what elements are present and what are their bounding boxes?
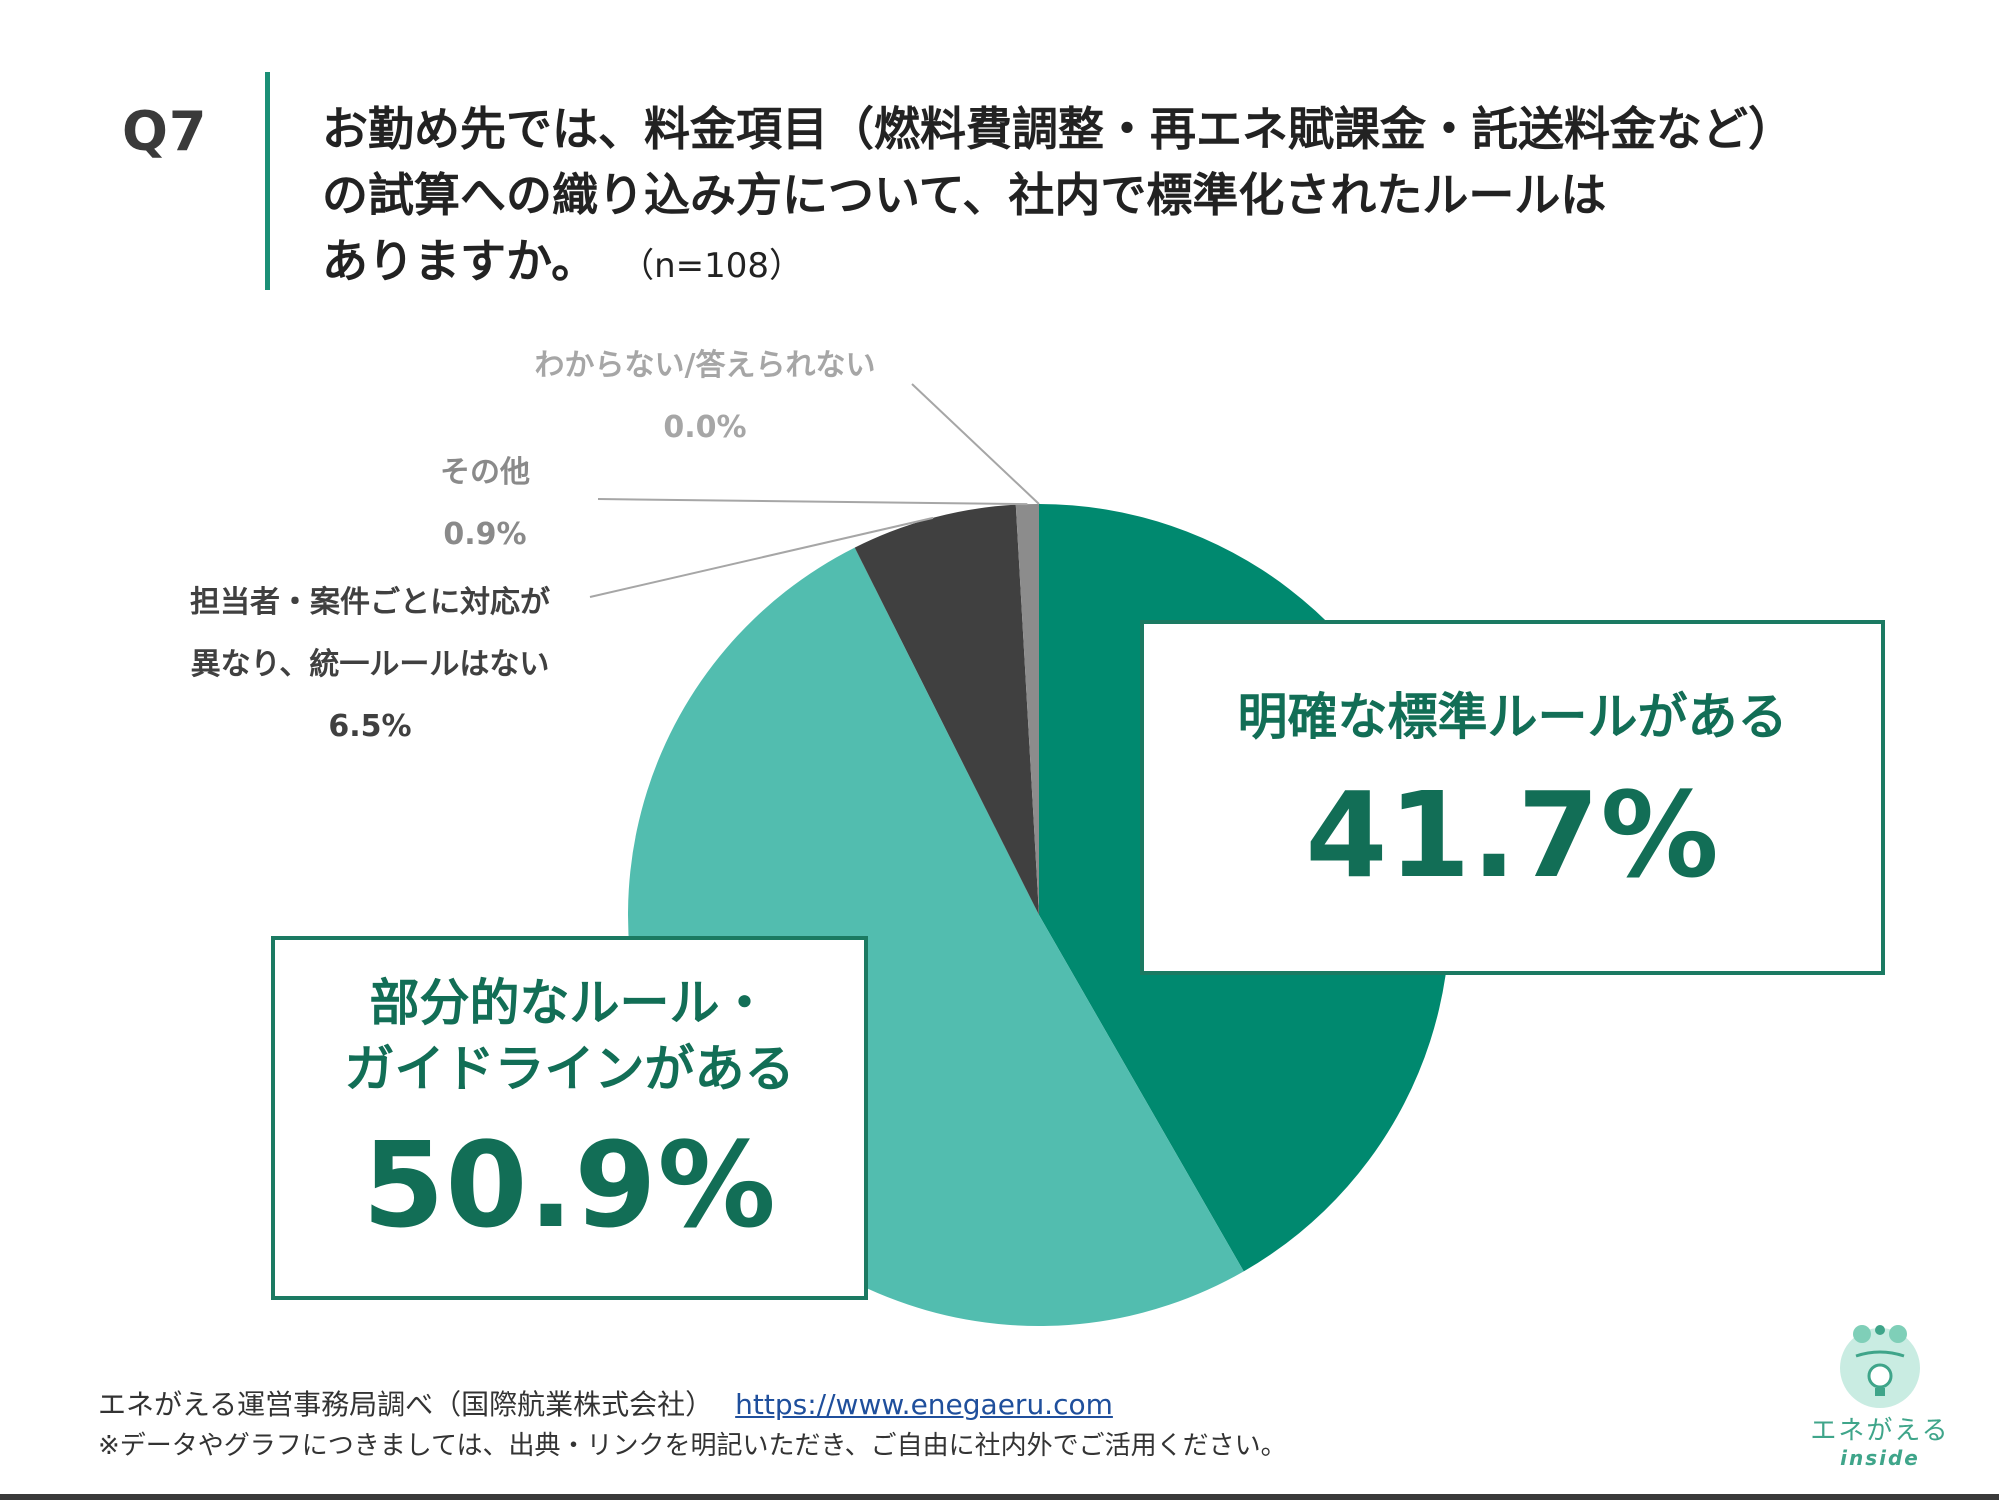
label-case-by-case-line-1: 担当者・案件ごとに対応が: [190, 585, 550, 620]
callout-partial-rule-value: 50.9%: [362, 1116, 777, 1254]
pie-slice-2: [854, 504, 1039, 915]
label-unknown-value: 0.0%: [663, 410, 747, 445]
leader-line-4: [911, 383, 1040, 505]
footer-source-text: エネがえる運営事務局調べ（国際航業株式会社）: [98, 1388, 714, 1421]
logo: エネがえる inside: [1800, 1318, 1960, 1473]
question-line-1: お勤め先では、料金項目（燃料費調整・再エネ賦課金・託送料金など）: [322, 102, 1794, 156]
callout-partial-rule-label-2: ガイドラインがある: [344, 1040, 795, 1098]
callout-partial-rule: 部分的なルール・ ガイドラインがある 50.9%: [271, 936, 868, 1300]
sample-size: （n=108）: [637, 246, 804, 286]
leader-line-3: [597, 498, 1028, 506]
logo-brand: エネがえる: [1810, 1416, 1950, 1446]
callout-clear-rule: 明確な標準ルールがある 41.7%: [1140, 620, 1885, 975]
label-case-by-case-line-2: 異なり、統一ルールはない: [190, 647, 550, 682]
question-text: お勤め先では、料金項目（燃料費調整・再エネ賦課金・託送料金など） の試算への織り…: [322, 96, 1962, 299]
callout-clear-rule-label: 明確な標準ルールがある: [1237, 688, 1788, 746]
bottom-rule: [0, 1494, 1999, 1500]
leader-lines: [589, 383, 1040, 598]
footer-source: エネがえる運営事務局調べ（国際航業株式会社） https://www.enegae…: [98, 1383, 1113, 1423]
question-divider: [265, 72, 270, 290]
label-case-by-case-value: 6.5%: [328, 709, 412, 744]
footer-link[interactable]: https://www.enegaeru.com: [735, 1388, 1113, 1421]
logo-sub: inside: [1840, 1446, 1920, 1470]
question-line-2: の試算への織り込み方について、社内で標準化されたルールは: [322, 168, 1607, 222]
question-line-3: ありますか。 （n=108）: [322, 228, 1962, 299]
callout-partial-rule-label-1: 部分的なルール・: [369, 974, 770, 1032]
label-case-by-case: 担当者・案件ごとに対応が 異なり、統一ルールはない 6.5%: [120, 572, 620, 758]
label-unknown: わからない/答えられない 0.0%: [470, 335, 940, 459]
pie-slice-3: [1015, 504, 1039, 915]
label-other-value: 0.9%: [443, 517, 527, 552]
footer-note: ※データやグラフにつきましては、出典・リンクを明記いただき、ご自由に社内外でご活…: [98, 1431, 1287, 1461]
frog-bulb-icon: [1840, 1325, 1920, 1408]
question-line-3-text: ありますか。: [322, 234, 598, 288]
leader-line-2: [589, 516, 934, 598]
label-unknown-name: わからない/答えられない: [534, 348, 876, 383]
callout-clear-rule-value: 41.7%: [1305, 766, 1720, 904]
question-number: Q7: [122, 100, 208, 163]
label-other-name: その他: [440, 455, 530, 490]
label-other: その他 0.9%: [375, 442, 595, 566]
